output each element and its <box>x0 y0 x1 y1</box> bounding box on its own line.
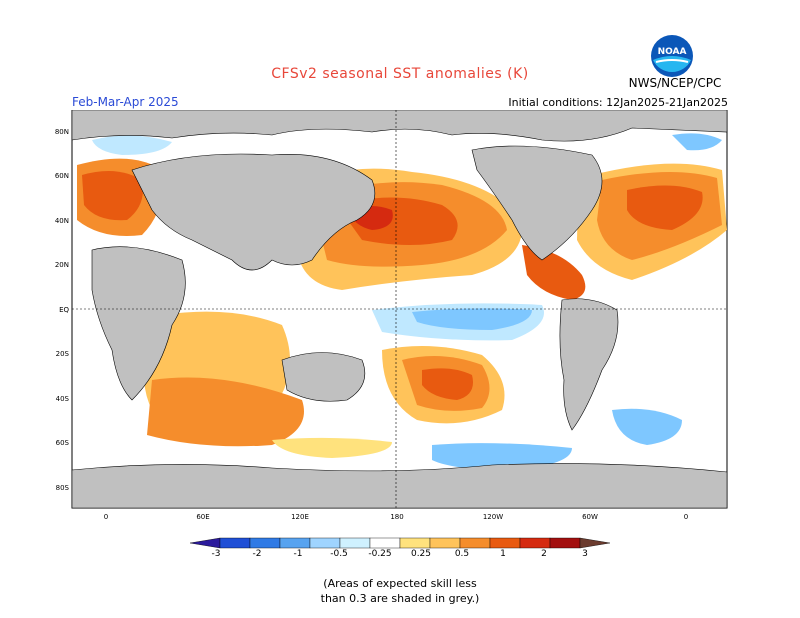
lon-label: 0 <box>684 513 688 521</box>
lon-label: 120E <box>291 513 309 521</box>
lat-label: 60N <box>55 172 69 180</box>
lat-label: EQ <box>59 306 69 314</box>
longitude-labels: 0 60E 120E 180 120W 60W 0 <box>104 513 688 521</box>
colorbar-swatch <box>459 537 491 549</box>
colorbar-labels: -3 -2 -1 -0.5 -0.25 0.25 0.5 1 2 3 <box>212 549 588 559</box>
lon-label: 60E <box>196 513 209 521</box>
season-label: Feb-Mar-Apr 2025 <box>72 95 179 109</box>
colorbar-swatch <box>189 537 221 549</box>
initial-conditions-label: Initial conditions: 12Jan2025-21Jan2025 <box>508 96 728 109</box>
lon-label: 120W <box>483 513 503 521</box>
colorbar-label: 0.5 <box>455 549 469 559</box>
colorbar-swatch <box>579 537 611 549</box>
colorbar-swatch <box>219 537 251 549</box>
colorbar-swatch <box>369 537 401 549</box>
colorbar-label: 3 <box>582 549 588 559</box>
lon-label: 60W <box>582 513 598 521</box>
gridlines <box>72 110 727 508</box>
lat-label: 40N <box>55 217 69 225</box>
colorbar-label: -1 <box>294 549 303 559</box>
colorbar: -3 -2 -1 -0.5 -0.25 0.25 0.5 1 2 3 <box>189 537 611 559</box>
lon-label: 180 <box>390 513 403 521</box>
colorbar-label: -2 <box>253 549 262 559</box>
sst-anomaly-map: 80N 60N 40N 20N EQ 20S 40S 60S 80S 0 60E… <box>55 110 728 521</box>
skill-footnote: (Areas of expected skill less than 0.3 a… <box>0 576 800 606</box>
colorbar-label: -0.25 <box>368 549 391 559</box>
colorbar-swatch <box>519 537 551 549</box>
colorbar-swatch <box>339 537 371 549</box>
lat-label: 80S <box>56 484 70 492</box>
lat-label: 40S <box>56 395 70 403</box>
latitude-labels: 80N 60N 40N 20N EQ 20S 40S 60S 80S <box>55 128 70 492</box>
noaa-logo: NOAA <box>650 34 694 78</box>
map-title: CFSv2 seasonal SST anomalies (K) <box>271 66 529 82</box>
colorbar-swatch <box>489 537 521 549</box>
noaa-logo-text: NOAA <box>658 47 687 57</box>
colorbar-swatch <box>549 537 581 549</box>
lon-label: 0 <box>104 513 108 521</box>
lat-label: 20S <box>56 350 70 358</box>
colorbar-swatch <box>429 537 461 549</box>
lat-label: 80N <box>55 128 69 136</box>
footnote-line: than 0.3 are shaded in grey.) <box>320 592 480 605</box>
colorbar-label: 2 <box>541 549 547 559</box>
colorbar-swatch <box>249 537 281 549</box>
organization-label: NWS/NCEP/CPC <box>628 76 722 90</box>
land-masses <box>71 110 728 509</box>
colorbar-swatches <box>189 537 611 549</box>
colorbar-label: -0.5 <box>330 549 348 559</box>
lat-label: 60S <box>56 439 70 447</box>
lat-label: 20N <box>55 261 69 269</box>
colorbar-label: 0.25 <box>411 549 431 559</box>
colorbar-swatch <box>399 537 431 549</box>
colorbar-label: -3 <box>212 549 221 559</box>
colorbar-swatch <box>279 537 311 549</box>
colorbar-label: 1 <box>500 549 506 559</box>
colorbar-swatch <box>309 537 341 549</box>
footnote-line: (Areas of expected skill less <box>323 577 477 590</box>
